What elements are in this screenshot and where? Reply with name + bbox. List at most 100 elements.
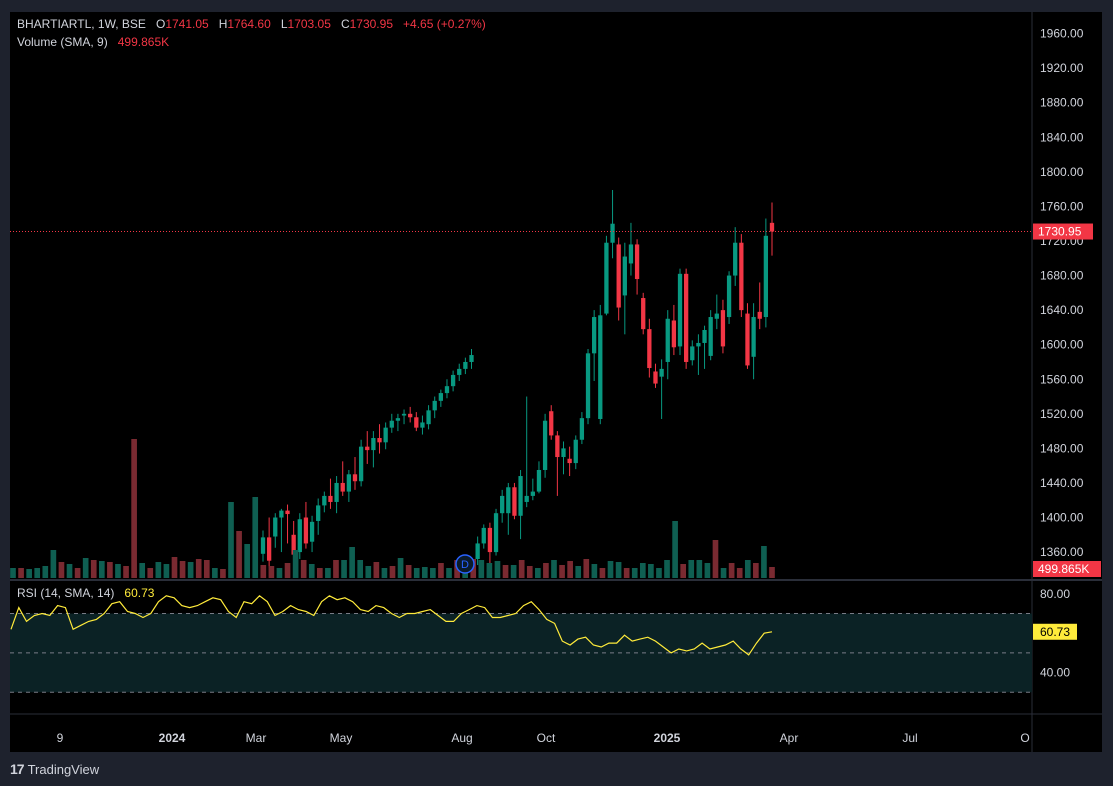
volume-bar	[139, 563, 146, 578]
volume-tag-label: 499.865K	[1038, 562, 1089, 576]
chart-svg[interactable]: 1960.00 1920.00 1880.00 1840.00 1800.00 1760.…	[10, 12, 1102, 752]
volume-bar	[736, 568, 743, 578]
price-tick-label: 1520.00	[1040, 407, 1084, 421]
time-tick-label: Mar	[246, 731, 267, 745]
volume-bar	[155, 562, 162, 578]
price-tick-label: 1880.00	[1040, 96, 1084, 110]
volume-bar	[543, 563, 549, 578]
volume-bar	[478, 560, 485, 578]
volume-bar	[284, 563, 291, 578]
candle-body	[628, 244, 634, 264]
price-tick-label: 1800.00	[1040, 165, 1084, 179]
volume-bar	[438, 563, 444, 578]
candle-body	[346, 474, 352, 492]
candle-body	[659, 368, 664, 377]
candle-body	[733, 242, 738, 276]
volume-bar	[680, 564, 687, 578]
volume-bar	[494, 561, 501, 578]
price-tick-label: 1920.00	[1040, 61, 1084, 75]
brand-name[interactable]: TradingView	[27, 761, 100, 777]
candle-body	[708, 317, 713, 356]
volume-bar	[195, 559, 202, 578]
volume-bar	[567, 561, 573, 578]
candle-body	[322, 495, 327, 506]
volume-bar	[373, 562, 380, 578]
candle-body	[297, 519, 302, 553]
volume-bar	[260, 565, 267, 578]
volume-bar	[74, 568, 81, 578]
volume-bar	[704, 563, 711, 578]
volume-bar	[583, 559, 590, 578]
candle-body	[512, 487, 517, 516]
volume-bar	[228, 502, 234, 578]
candle-body	[371, 438, 376, 451]
symbol-title[interactable]: BHARTIARTL, 1W, BSE	[17, 17, 146, 31]
volume-tag	[1033, 561, 1101, 577]
volume-bar	[430, 568, 436, 578]
volume-bar	[252, 497, 259, 578]
high-value: 1764.60	[227, 17, 271, 31]
candle-body	[481, 527, 486, 544]
tradingview-logo-icon[interactable]: 17	[10, 761, 25, 777]
candle-body	[328, 495, 333, 502]
price-tick-label: 1840.00	[1040, 130, 1084, 144]
candle-body	[285, 510, 290, 515]
volume-bar	[325, 568, 331, 578]
high-label: H	[218, 17, 228, 31]
volume-bar	[672, 521, 678, 578]
volume-bar	[98, 561, 105, 578]
candle-body	[573, 439, 578, 464]
volume-bar	[551, 560, 557, 578]
price-tick-label: 1560.00	[1040, 372, 1084, 386]
candle-body	[641, 298, 646, 330]
candle-body	[438, 393, 443, 401]
rsi-title[interactable]: RSI (14, SMA, 14)	[17, 586, 115, 600]
volume-legend: Volume (SMA, 9) 499.865K	[17, 35, 169, 49]
volume-bar	[761, 546, 767, 578]
volume-bar	[607, 561, 614, 578]
volume-bar	[591, 564, 598, 578]
open-label: O	[155, 17, 166, 31]
candle-body	[536, 469, 542, 492]
candle-body	[745, 313, 750, 366]
candle-body	[530, 491, 535, 496]
last-price-tag-label: 1730.95	[1038, 225, 1082, 239]
time-tick-label: Aug	[451, 731, 472, 745]
volume-bar	[187, 562, 194, 578]
volume-bar	[720, 568, 727, 578]
footer: 17 TradingView	[10, 758, 99, 780]
volume-bar	[203, 560, 210, 578]
candle-body	[671, 320, 677, 348]
candle-body	[377, 438, 382, 443]
candle-body	[696, 342, 701, 347]
candle-body	[763, 235, 769, 318]
volume-bar	[66, 564, 73, 578]
candle-body	[389, 420, 394, 428]
volume-bar	[115, 564, 121, 578]
volume-bar	[244, 544, 250, 578]
candle-body	[444, 386, 450, 394]
candle-body	[677, 273, 683, 347]
candle-body	[653, 371, 658, 384]
candle-body	[266, 537, 272, 561]
volume-title[interactable]: Volume (SMA, 9)	[17, 35, 108, 49]
rsi-tick-label: 80.00	[1040, 587, 1070, 601]
volume-bar	[308, 564, 315, 578]
volume-bar	[769, 567, 775, 578]
volume-bar	[341, 560, 347, 578]
candle-body	[720, 310, 726, 347]
rsi-tag	[1033, 623, 1077, 640]
time-tick-label: 2025	[654, 731, 681, 745]
candle-body	[690, 346, 695, 361]
rsi-tick-label: 40.00	[1040, 666, 1070, 680]
close-label: C	[340, 17, 350, 31]
volume-bar	[317, 568, 323, 578]
candle-body	[598, 315, 603, 420]
candle-body	[475, 543, 480, 559]
volume-bar	[236, 531, 242, 578]
candle-body	[647, 329, 652, 369]
volume-bar	[179, 561, 186, 578]
candle-body	[450, 374, 456, 387]
volume-bar	[753, 563, 759, 578]
volume-bar	[575, 566, 582, 578]
